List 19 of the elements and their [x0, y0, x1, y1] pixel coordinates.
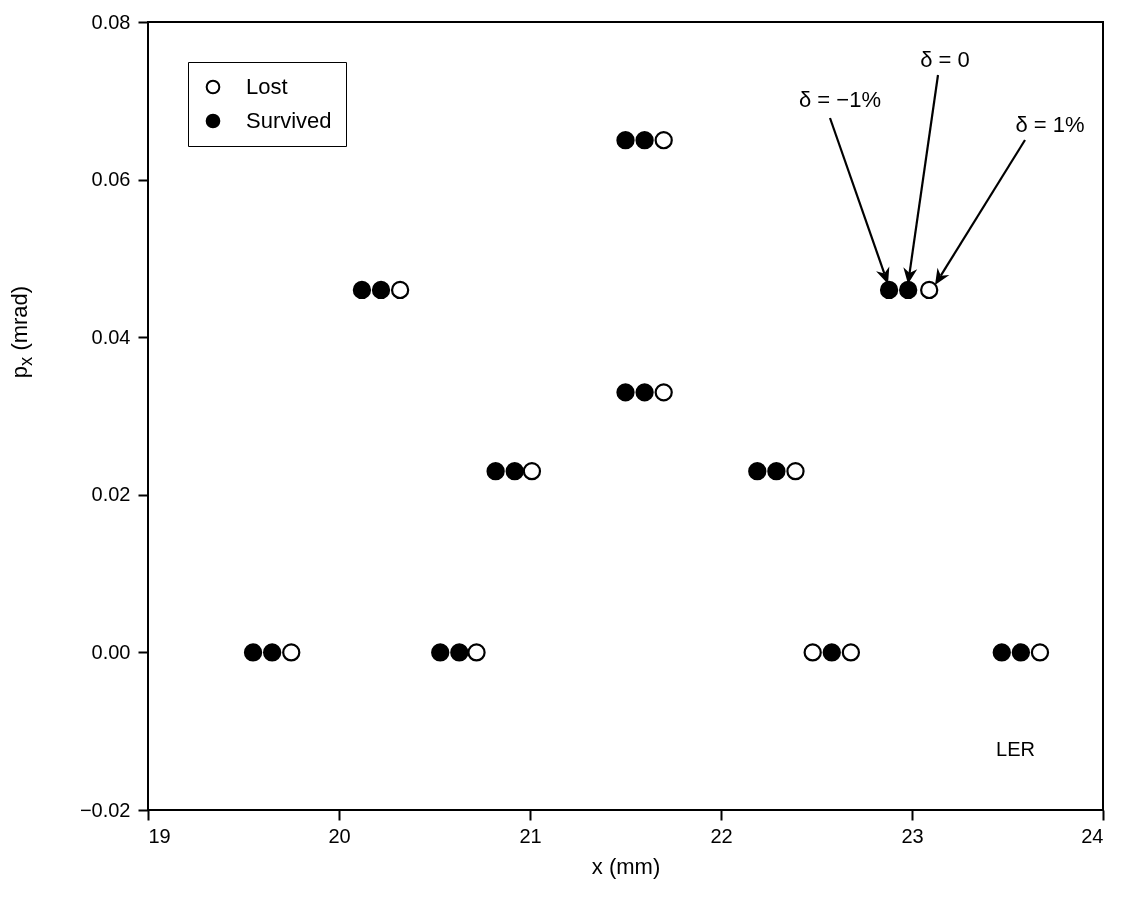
y-tick-label: 0.04 [91, 325, 131, 348]
legend-label: Lost [246, 74, 288, 99]
x-tick-label: 23 [901, 824, 924, 847]
x-tick-label: 24 [1081, 824, 1104, 847]
x-tick-label: 19 [148, 824, 171, 847]
y-tick-label: 0.08 [91, 10, 131, 33]
x-tick-label: 21 [519, 824, 542, 847]
x-tick-label: 22 [710, 824, 733, 847]
y-tick-label: 0.00 [91, 640, 131, 663]
annotation: LER [996, 738, 1035, 760]
y-tick-label: 0.02 [91, 483, 131, 506]
x-tick-label: 20 [328, 824, 351, 847]
y-tick-label: −0.02 [79, 798, 131, 821]
annotation: δ = 0 [920, 47, 970, 72]
x-axis-title: x (mm) [591, 853, 661, 879]
annotation: δ = −1% [799, 87, 881, 112]
y-tick-label: 0.06 [91, 168, 131, 191]
legend-label: Survived [246, 108, 332, 133]
annotation: δ = 1% [1015, 112, 1085, 137]
